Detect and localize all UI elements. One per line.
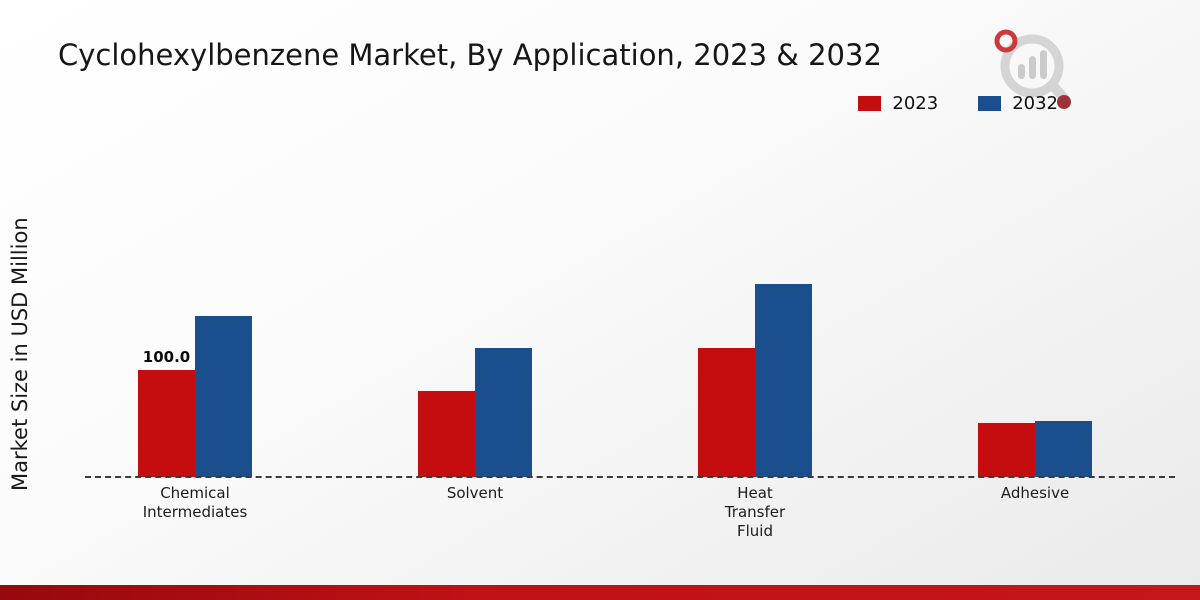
- footer-accent-bar: [0, 585, 1200, 600]
- legend: 2023 2032: [858, 93, 1058, 114]
- bar-2023-cat0: 100.0: [138, 348, 195, 477]
- bar-pair-2: [698, 262, 812, 477]
- category-label-2: Heat Transfer Fluid: [724, 484, 786, 540]
- bar-pair-0: 100.0: [138, 262, 252, 477]
- bar-2023-cat1: [418, 391, 475, 477]
- legend-item-2032: 2032: [978, 93, 1058, 114]
- category-label-1: Solvent: [446, 484, 504, 502]
- category-cell-0: Chemical Intermediates: [55, 484, 335, 540]
- category-cell-1: Solvent: [335, 484, 615, 540]
- category-cell-2: Heat Transfer Fluid: [615, 484, 895, 540]
- legend-label-2032: 2032: [1012, 93, 1058, 114]
- y-axis-label: Market Size in USD Million: [8, 217, 32, 491]
- bar-pair-1: [418, 262, 532, 477]
- category-label-3: Adhesive: [1000, 484, 1070, 502]
- legend-swatch-2023: [858, 96, 882, 111]
- bar-2032-cat1: [475, 348, 532, 477]
- bar-2023-cat2: [698, 348, 755, 477]
- x-axis-baseline: [85, 476, 1175, 478]
- plot-area: 100.0: [55, 262, 1175, 477]
- bar-group-0: 100.0: [55, 262, 335, 477]
- legend-label-2023: 2023: [892, 93, 939, 114]
- bar-group-3: [895, 262, 1175, 477]
- bar-2023-cat3: [978, 423, 1035, 477]
- bar-2032-cat0: [195, 315, 252, 477]
- bar-group-1: [335, 262, 615, 477]
- bar-2032-cat3: [1035, 421, 1092, 477]
- brand-logo-icon: [994, 29, 1071, 109]
- bar-pair-3: [978, 262, 1092, 477]
- chart-title: Cyclohexylbenzene Market, By Application…: [58, 38, 882, 72]
- category-cell-3: Adhesive: [895, 484, 1175, 540]
- legend-item-2023: 2023: [858, 93, 938, 114]
- category-label-0: Chemical Intermediates: [142, 484, 248, 521]
- bar-2032-cat2: [755, 283, 812, 477]
- bar-group-2: [615, 262, 895, 477]
- legend-swatch-2032: [978, 96, 1002, 111]
- bar-value-label: 100.0: [142, 347, 191, 366]
- category-labels: Chemical Intermediates Solvent Heat Transf…: [55, 484, 1175, 540]
